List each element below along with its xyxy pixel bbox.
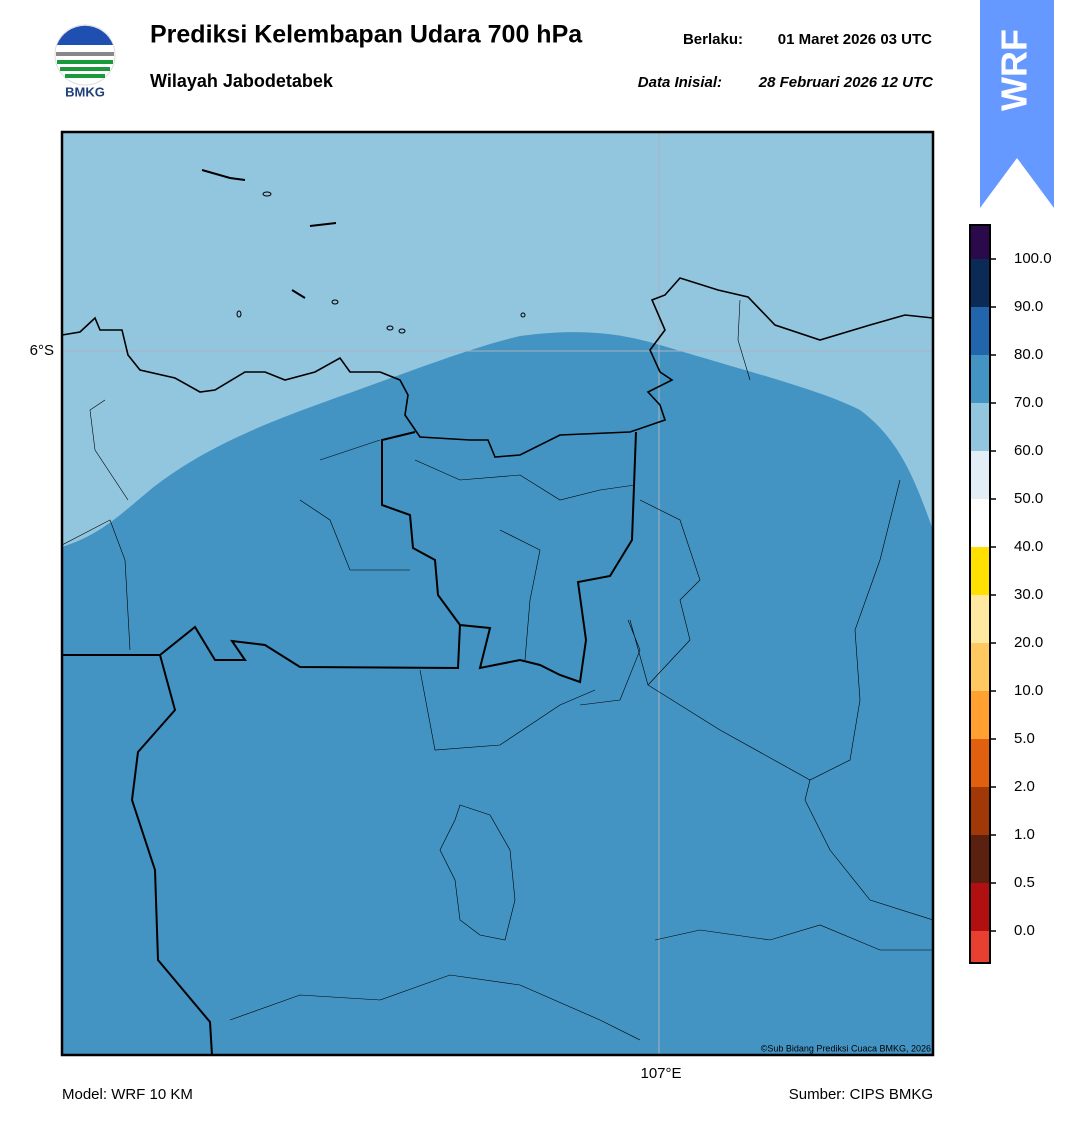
colorbar-tick-label: 2.0: [1014, 778, 1035, 795]
colorbar-frame: [969, 224, 991, 964]
colorbar-tick-label: 60.0: [1014, 442, 1043, 459]
footer-source: Sumber: CIPS BMKG: [789, 1086, 933, 1103]
logo: BMKG: [54, 24, 116, 99]
colorbar-tick-label: 10.0: [1014, 682, 1043, 699]
colorbar-segment: [970, 595, 990, 643]
logo-text: BMKG: [65, 84, 105, 99]
colorbar-tick-label: 90.0: [1014, 298, 1043, 315]
colorbar-segment: [970, 691, 990, 739]
colorbar-segment: [970, 547, 990, 595]
init-time: 28 Februari 2026 12 UTC: [758, 74, 934, 91]
colorbar-segment: [970, 499, 990, 547]
subtitle: Wilayah Jabodetabek: [150, 71, 334, 91]
lon-label: 107°E: [640, 1065, 681, 1082]
colorbar-tick-label: 1.0: [1014, 826, 1035, 843]
colorbar-segment: [970, 931, 990, 963]
colorbar-tick-label: 5.0: [1014, 730, 1035, 747]
badge: [980, 0, 1054, 208]
title: Prediksi Kelembapan Udara 700 hPa: [150, 21, 583, 49]
colorbar-segment: [970, 739, 990, 787]
valid-time: 01 Maret 2026 03 UTC: [778, 31, 932, 48]
colorbar-segment: [970, 403, 990, 451]
colorbar-tick-label: 80.0: [1014, 346, 1043, 363]
colorbar-segment: [970, 451, 990, 499]
colorbar-segment: [970, 643, 990, 691]
colorbar-segment: [970, 787, 990, 835]
colorbar-segment: [970, 883, 990, 931]
colorbar: 0.0 0.5 1.0 2.0 5.0 10.0 20.0 30.0 40.0 50.0 60.0 7…: [969, 224, 1052, 964]
colorbar-tick-label: 30.0: [1014, 586, 1043, 603]
lat-label: 6°S: [30, 342, 54, 359]
colorbar-segment: [970, 835, 990, 883]
colorbar-tick-label: 50.0: [1014, 490, 1043, 507]
colorbar-tick-label: 0.0: [1014, 922, 1035, 939]
colorbar-segment: [970, 259, 990, 307]
colorbar-tick-label: 0.5: [1014, 874, 1035, 891]
colorbar-segment: [970, 355, 990, 403]
footer-model: Model: WRF 10 KM: [62, 1086, 193, 1103]
valid-label: Berlaku:: [683, 31, 743, 48]
colorbar-tick-label: 70.0: [1014, 394, 1043, 411]
colorbar-tick-label: 100.0: [1014, 250, 1052, 267]
credit: ©Sub Bidang Prediksi Cuaca BMKG, 2026: [761, 1043, 931, 1053]
colorbar-tick-label: 40.0: [1014, 538, 1043, 555]
init-label: Data Inisial:: [638, 74, 722, 91]
colorbar-segment: [970, 307, 990, 355]
colorbar-tick-label: 20.0: [1014, 634, 1043, 651]
map: 6°S 107°E ©Sub Bidang Prediksi Cuaca BMK…: [30, 130, 935, 1082]
badge-text: WRF: [994, 29, 1035, 111]
colorbar-segment: [970, 225, 990, 259]
